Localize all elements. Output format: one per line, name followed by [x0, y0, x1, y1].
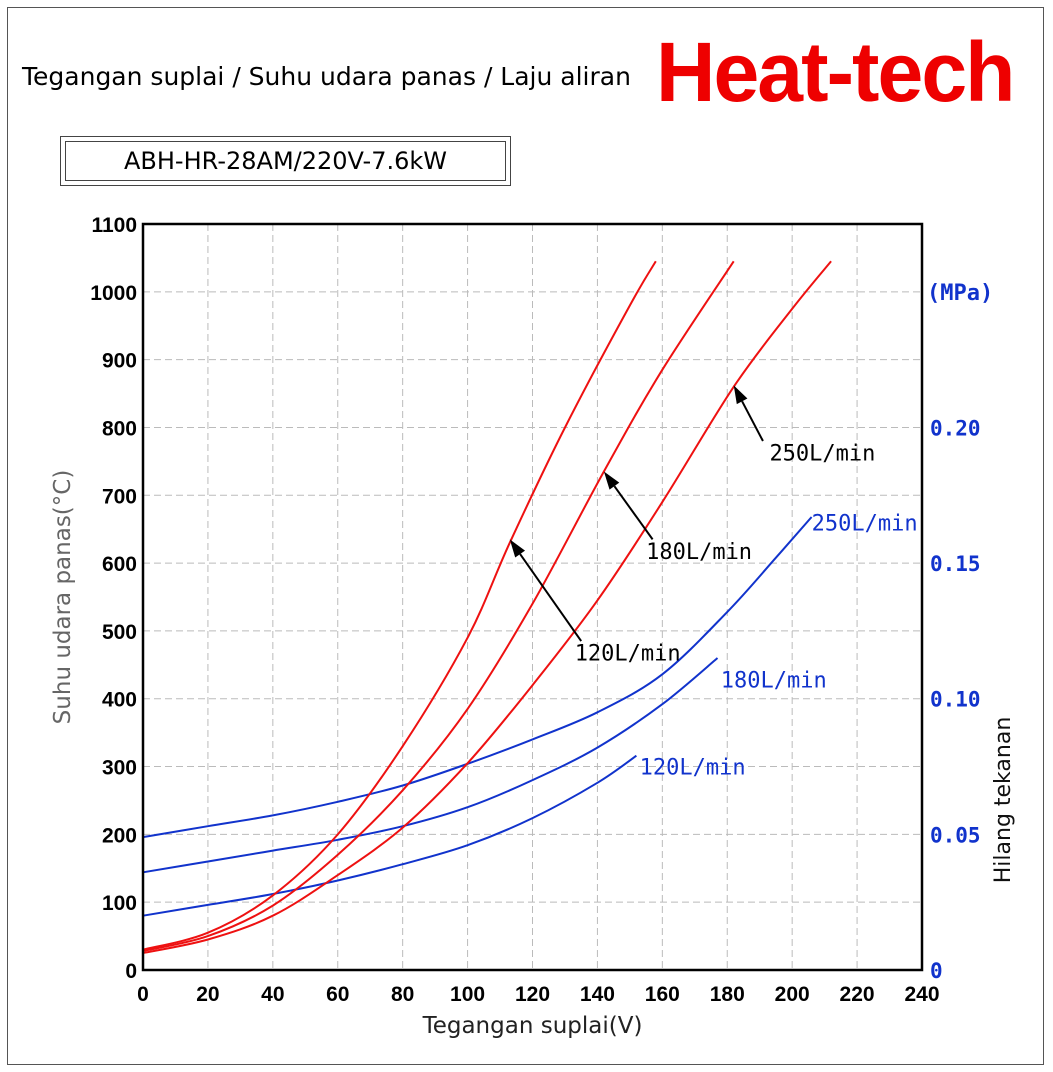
pressure-label: 120L/min	[640, 756, 746, 781]
arrow-head	[509, 539, 526, 558]
arrow-shaft	[613, 485, 654, 540]
arrow-shaft	[741, 400, 764, 442]
x-tick-label: 100	[450, 983, 485, 1006]
temperature-label: 250L/min	[769, 442, 875, 467]
temperature-line-250L-min	[142, 260, 832, 954]
y-tick-label: 600	[102, 553, 137, 576]
plot-frame	[141, 222, 924, 972]
pressure-label: 180L/min	[721, 669, 827, 694]
y-tick-label: 300	[102, 757, 137, 780]
pressure-line-250L-min	[142, 516, 813, 839]
temperature-line-120L-min	[142, 260, 657, 951]
brand-logo: Heat-tech	[656, 25, 1015, 119]
y2-tick-label: 0.05	[930, 823, 981, 847]
pressure-line-120L-min	[142, 754, 637, 917]
y2-axis-title: Hilang tekanan	[991, 717, 1016, 884]
x-tick-label: 140	[580, 983, 615, 1006]
y2-tick-label: 0.20	[930, 416, 981, 440]
x-tick-label: 220	[840, 983, 875, 1006]
pressure-label: 250L/min	[812, 511, 918, 536]
y-tick-label: 900	[102, 350, 137, 373]
y2-tick-label: 0.15	[930, 552, 981, 576]
y2-unit-label: (MPa)	[927, 281, 993, 306]
y-tick-label: 800	[102, 417, 137, 440]
arrow-shaft	[519, 553, 583, 642]
y-tick-label: 200	[102, 824, 137, 847]
pressure-line-180L-min	[142, 657, 719, 874]
x-axis-title: Tegangan suplai(V)	[422, 1013, 643, 1039]
y2-tick-label: 0.10	[930, 688, 981, 712]
y-tick-label: 700	[102, 485, 137, 508]
y2-tick-label: 0	[930, 959, 943, 983]
temperature-label: 120L/min	[575, 642, 681, 667]
model-box: ABH-HR-28AM/220V-7.6kW	[60, 136, 511, 186]
y-tick-label: 1100	[91, 214, 137, 237]
x-tick-label: 240	[904, 983, 939, 1006]
x-tick-label: 60	[326, 983, 349, 1006]
outer-frame	[7, 7, 1044, 1065]
temperature-line-180L-min	[142, 260, 735, 952]
x-tick-label: 80	[391, 983, 414, 1006]
x-tick-label: 200	[775, 983, 810, 1006]
chart-title: Tegangan suplai / Suhu udara panas / Laj…	[22, 62, 631, 91]
arrow-head	[733, 385, 748, 405]
y-tick-label: 100	[102, 892, 137, 915]
model-label: ABH-HR-28AM/220V-7.6kW	[65, 141, 506, 181]
x-tick-label: 120	[515, 983, 550, 1006]
y-tick-label: 400	[102, 689, 137, 712]
x-tick-label: 20	[196, 983, 219, 1006]
y-tick-label: 500	[102, 621, 137, 644]
x-tick-label: 40	[261, 983, 284, 1006]
temperature-label: 180L/min	[646, 540, 752, 565]
x-tick-label: 180	[710, 983, 745, 1006]
y-tick-label: 1000	[90, 282, 137, 305]
arrow-head	[603, 471, 620, 490]
x-tick-label: 160	[645, 983, 680, 1006]
x-tick-label: 0	[137, 983, 149, 1006]
y-axis-title: Suhu udara panas(°C)	[50, 470, 76, 725]
y-tick-label: 0	[125, 960, 137, 983]
